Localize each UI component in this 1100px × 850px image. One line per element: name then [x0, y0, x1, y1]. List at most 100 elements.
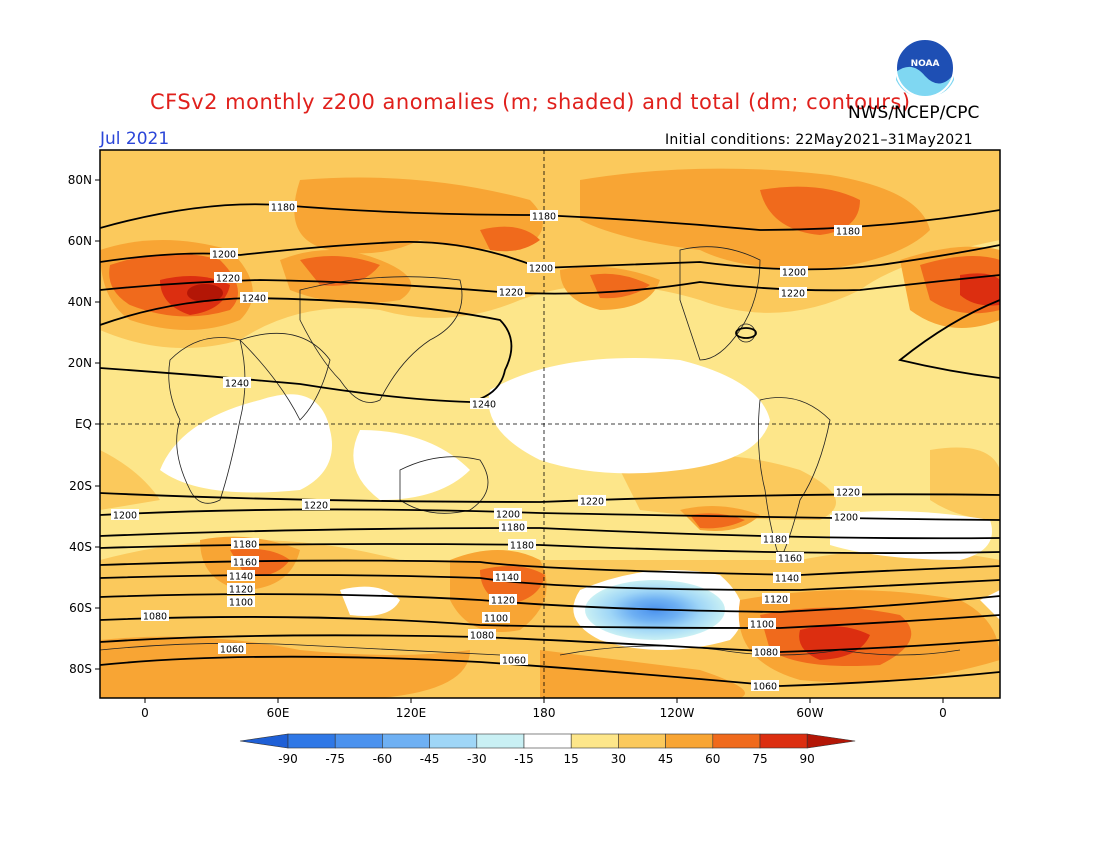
contour-label-bg	[227, 583, 255, 594]
noaa-logo-text: NOAA	[911, 59, 940, 69]
contour-label: 1140	[495, 573, 519, 584]
contour-label: 1180	[532, 212, 556, 223]
contour-label: 1140	[229, 572, 253, 583]
contour-label: 1180	[763, 535, 787, 546]
colorbar-label: 60	[705, 752, 720, 766]
contour-label: 1220	[781, 289, 805, 300]
contour-label-bg	[489, 594, 517, 605]
contour-label-bg	[500, 654, 528, 665]
lon-label: 60E	[267, 706, 290, 720]
colorbar-swatch	[570, 733, 619, 749]
contour-label: 1220	[580, 497, 604, 508]
contour-label: 1100	[229, 598, 253, 609]
contour-label: 1180	[501, 523, 525, 534]
contour-label: 1220	[304, 501, 328, 512]
lat-label: 60N	[68, 234, 92, 248]
longitude-labels: 0 60E 120E 180 120W 60W 0	[141, 698, 947, 720]
contour-label-bg	[748, 618, 776, 629]
contour-label: 1200	[834, 513, 858, 524]
contour-label-bg	[210, 248, 238, 259]
colorbar-label: 15	[564, 752, 579, 766]
contour-label-bg	[214, 272, 242, 283]
latitude-labels: 80N 60N 40N 20N EQ 20S 40S 60S 80S	[68, 173, 100, 676]
contour-label-bg	[752, 646, 780, 657]
lon-label: 180	[533, 706, 556, 720]
contour-label: 1080	[470, 631, 494, 642]
colorbar-label: -15	[514, 752, 534, 766]
contour-label-bg	[776, 552, 804, 563]
lon-label: 0	[939, 706, 947, 720]
contour-label-bg	[761, 533, 789, 544]
noaa-logo: NOAA	[895, 38, 955, 98]
contour-label: 1240	[225, 379, 249, 390]
colorbar-arrow-right	[806, 733, 856, 749]
lat-label: 80N	[68, 173, 92, 187]
colorbar-label: -45	[420, 752, 440, 766]
contour-label-bg	[111, 509, 139, 520]
colorbar-swatch	[618, 733, 666, 749]
colorbar-swatch	[665, 733, 714, 749]
colorbar-swatch	[334, 733, 383, 749]
colorbar-swatch	[523, 733, 572, 749]
contour-label: 1160	[233, 558, 257, 569]
colorbar-label: 90	[800, 752, 815, 766]
contour-label-bg	[578, 495, 606, 506]
contour-label: 1180	[836, 227, 860, 238]
contour-label: 1100	[750, 620, 774, 631]
contour-label-bg	[762, 593, 790, 604]
map-title: CFSv2 monthly z200 anomalies (m; shaded)…	[150, 90, 911, 114]
contour-label: 1220	[499, 288, 523, 299]
contour-label: 1200	[496, 510, 520, 521]
contour-label-bg	[834, 225, 862, 236]
lat-label: EQ	[75, 417, 92, 431]
contour-label: 1200	[782, 268, 806, 279]
contour-label-bg	[141, 610, 169, 621]
contour-label-bg	[493, 571, 521, 582]
colorbar-label: 75	[752, 752, 767, 766]
contour-label: 1100	[484, 614, 508, 625]
colorbar-arrow-left	[239, 733, 289, 749]
colorbar-label: -60	[373, 752, 393, 766]
contour-label: 1060	[220, 645, 244, 656]
lat-label: 20N	[68, 356, 92, 370]
contour-label-bg	[497, 286, 525, 297]
contour-label: 1120	[764, 595, 788, 606]
colorbar-label: -75	[325, 752, 345, 766]
contour-label: 1060	[753, 682, 777, 693]
colorbar-swatch	[476, 733, 525, 749]
contour-label: 1140	[775, 574, 799, 585]
contour-label-bg	[223, 377, 251, 388]
lat-label: 40N	[68, 295, 92, 309]
contour-label: 1180	[271, 203, 295, 214]
contour-label-bg	[240, 292, 268, 303]
colorbar-label: -30	[467, 752, 487, 766]
contour-label-bg	[231, 538, 259, 549]
contour-label-bg	[773, 572, 801, 583]
contour-label-bg	[780, 266, 808, 277]
contour-label: 1200	[212, 250, 236, 261]
contour-label: 1220	[836, 488, 860, 499]
contour-label-bg	[470, 398, 498, 409]
contour-label: 1120	[229, 585, 253, 596]
contour-label-bg	[468, 629, 496, 640]
contour-label-bg	[779, 287, 807, 298]
contour-label-bg	[231, 556, 259, 567]
contour-label-bg	[227, 570, 255, 581]
lon-label: 120W	[660, 706, 695, 720]
colorbar-swatch	[429, 733, 478, 749]
contour-label-bg	[527, 262, 555, 273]
contour-label: 1240	[472, 400, 496, 411]
contour-label: 1080	[754, 648, 778, 659]
contour-label-bg	[227, 596, 255, 607]
contour-label: 1180	[510, 541, 534, 552]
colorbar-swatch	[287, 733, 336, 749]
contour-label-bg	[834, 486, 862, 497]
contour-label-bg	[499, 521, 527, 532]
contour-label: 1060	[502, 656, 526, 667]
contour-label-bg	[269, 201, 297, 212]
colorbar-swatch	[759, 733, 808, 749]
colorbar-label: 45	[658, 752, 673, 766]
lat-label: 40S	[69, 540, 92, 554]
contour-label-bg	[751, 680, 779, 691]
contour-label: 1220	[216, 274, 240, 285]
